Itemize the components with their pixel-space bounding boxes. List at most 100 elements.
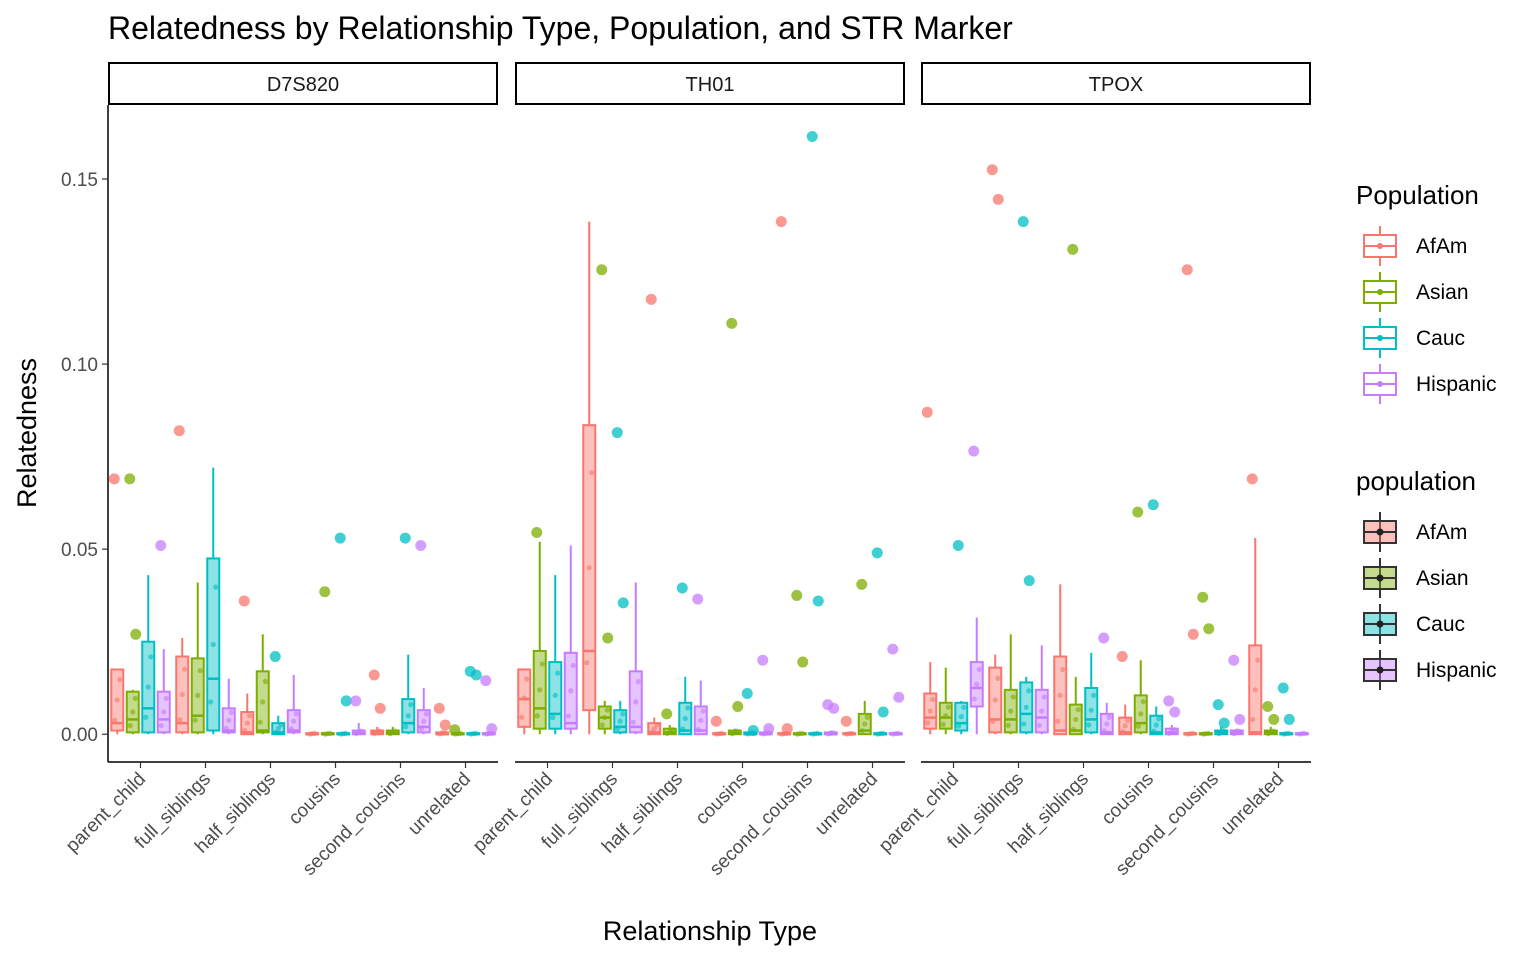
box-cauc-unrelated [871,547,889,737]
box-cauc-second_cousins [399,532,416,735]
outlier-point [1169,706,1181,718]
box-cauc-cousins [334,532,352,737]
jitter-point [586,565,592,571]
jitter-point [226,717,232,723]
box-hispanic-parent_child [563,545,578,735]
outlier-point [806,130,818,142]
jitter-point [685,705,691,711]
outlier-point [1234,713,1246,725]
jitter-point [695,727,701,733]
outlier-point [921,406,933,418]
jitter-point [1021,721,1027,727]
jitter-point [555,670,561,676]
box-asian-second_cousins [1197,591,1215,737]
outlier-point [1212,699,1224,711]
jitter-point [1138,711,1144,717]
jitter-point [327,730,333,736]
jitter-point [669,727,675,733]
jitter-point [1120,728,1126,735]
jitter-point [273,729,279,735]
jitter-point [1070,726,1076,732]
jitter-point [599,722,605,728]
outlier-point [781,723,793,735]
jitter-point [244,720,250,726]
jitter-point [700,708,706,714]
jitter-point [195,692,201,698]
jitter-point [1008,708,1014,714]
jitter-point [423,711,429,717]
jitter-point [179,691,185,698]
legend-label: Asian [1416,281,1469,304]
jitter-point [358,728,364,734]
box-afam-unrelated [433,702,451,737]
outlier-point [173,425,185,437]
outlier-point [1228,654,1240,666]
jitter-point [392,728,398,734]
outlier-point [1218,717,1230,729]
box-asian-cousins [726,317,744,737]
legend-population-color: Population AfAm Asian Cauc Hispanic [1356,180,1497,404]
facet-panels: 0.00 0.05 0.10 0.15D7S820parent_childfull_s… [61,62,1311,880]
jitter-point [956,723,962,729]
jitter-point [930,696,936,702]
jitter-point [1190,730,1196,736]
outlier-point [747,725,759,737]
box-cauc-half_siblings [1084,652,1099,735]
legend-key-hispanic: Hispanic [1363,650,1497,690]
jitter-point [114,697,120,703]
jitter-point [1036,722,1042,728]
jitter-point [635,678,641,685]
chart-title: Relatedness by Relationship Type, Popula… [108,10,1013,46]
box-hispanic-parent_child [155,539,171,735]
jitter-point [293,711,299,717]
legend-key-hispanic: Hispanic [1363,364,1497,404]
jitter-point [992,697,998,703]
legend-title: Population [1356,180,1479,210]
box-cauc-full_siblings [1017,216,1035,735]
jitter-point [1041,694,1047,700]
jitter-point [210,641,216,648]
outlier-point [1098,632,1110,644]
jitter-point [864,714,870,720]
legend-key-asian: Asian [1363,272,1469,312]
jitter-point [880,730,886,736]
outlier-point [856,578,868,590]
jitter-point [442,730,448,736]
box-cauc-unrelated [464,665,482,737]
jitter-point [734,728,740,734]
box-cauc-full_siblings [206,467,221,735]
y-tick-label: 0.10 [61,355,98,376]
box-asian-cousins [319,586,335,737]
jitter-point [158,723,164,729]
legend-label: AfAm [1416,521,1467,544]
outlier-point [617,597,629,609]
jitter-point [208,699,214,705]
box-cauc-parent_child [141,575,156,735]
jitter-point [312,730,318,736]
box-hispanic-half_siblings [1098,632,1114,736]
box-cauc-second_cousins [1212,699,1230,737]
jitter-point [1060,666,1066,673]
legend-label: Hispanic [1416,373,1497,396]
outlier-point [877,706,889,718]
outlier-point [952,539,964,551]
jitter-point [604,707,610,713]
jitter-point [1106,714,1112,720]
box-afam-half_siblings [1053,584,1068,736]
jitter-point [262,678,268,685]
x-axis-label: Relationship Type [603,916,817,946]
outlier-point [124,473,136,485]
box-hispanic-second_cousins [822,699,840,737]
jitter-point [275,726,281,732]
jitter-point [127,723,133,729]
jitter-point [143,714,149,720]
legend-title: population [1356,466,1476,496]
jitter-point [163,695,169,702]
outlier-point [319,586,331,598]
legend-point [1377,289,1383,295]
jitter-point [403,724,409,730]
outlier-point [840,715,852,727]
outlier-point [611,427,623,439]
box-afam-second_cousins [1181,264,1199,737]
